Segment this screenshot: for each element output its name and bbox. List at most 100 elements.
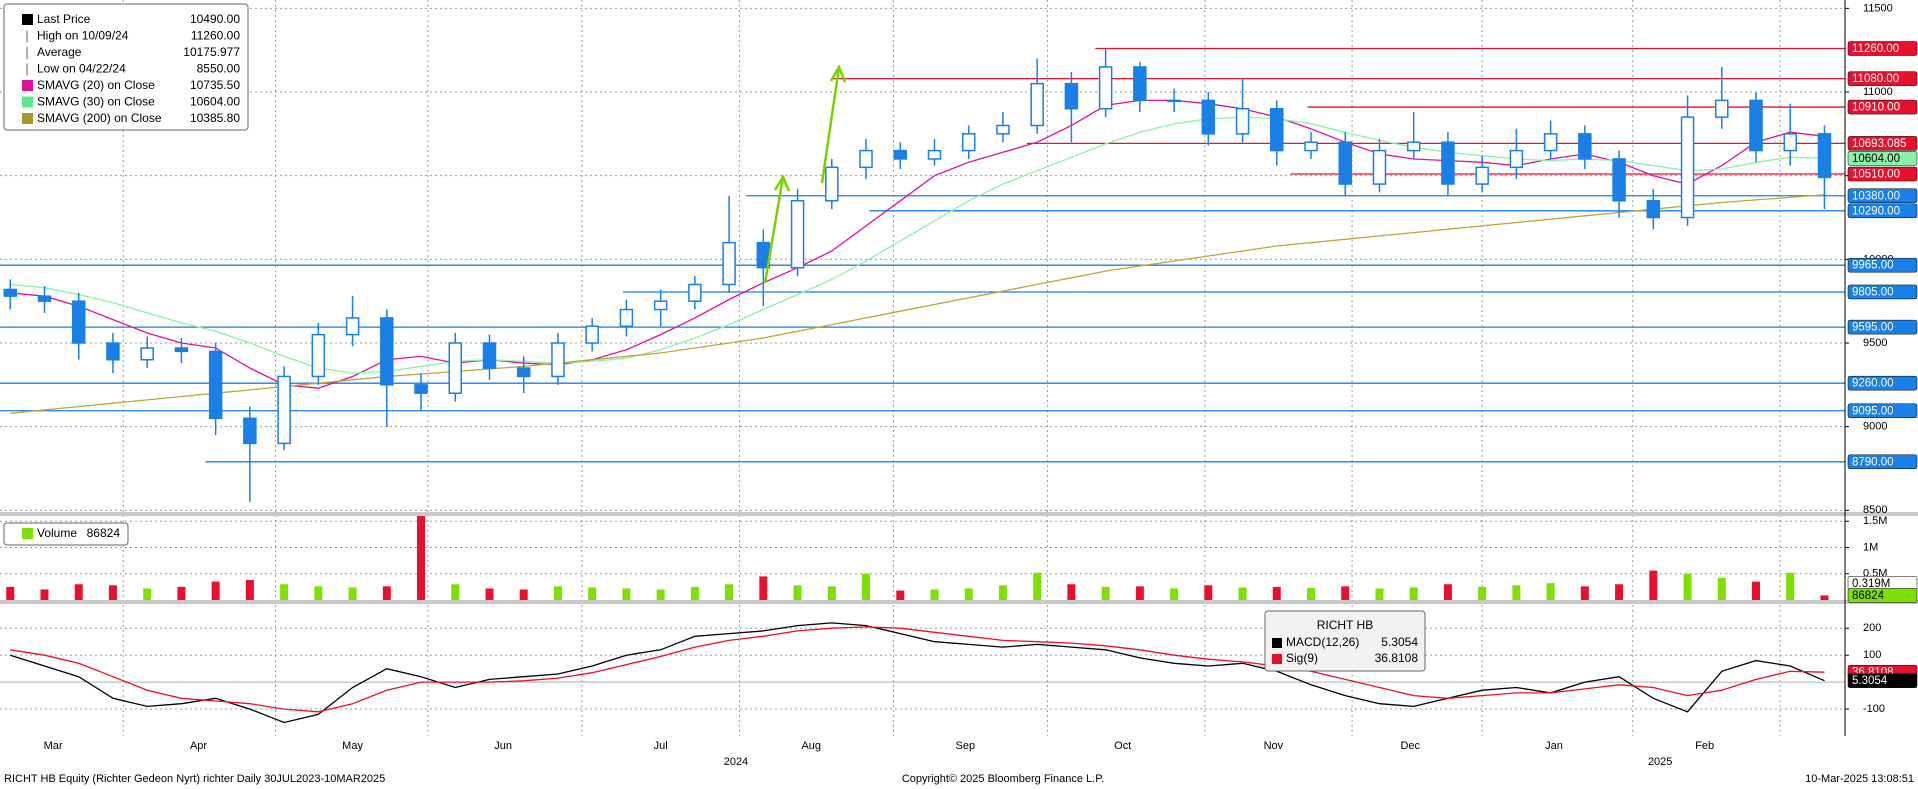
candle-body <box>893 149 908 160</box>
volume-bar <box>896 590 905 600</box>
volume-bar <box>108 585 117 600</box>
candle-body <box>585 325 599 344</box>
volume-bar <box>1615 584 1624 600</box>
legend-box <box>1264 610 1426 672</box>
legend-value: 10175.977 <box>183 45 240 59</box>
candle-body <box>1030 82 1044 127</box>
candle-body <box>380 317 394 386</box>
legend-box <box>3 3 249 131</box>
legend-box <box>3 522 129 546</box>
candle-body <box>927 149 942 160</box>
legend-value: 86824 <box>87 526 121 540</box>
candle-body <box>1167 99 1181 103</box>
level-label-box <box>1847 188 1918 204</box>
candle-body <box>825 166 839 202</box>
volume-bar <box>998 585 1007 600</box>
legend-value: 8550.00 <box>197 62 241 76</box>
level-label: 10910.00 <box>1852 102 1900 114</box>
volume-bar <box>1546 583 1555 600</box>
candle-body <box>1133 66 1147 102</box>
volume-last-label-box <box>1847 588 1918 603</box>
candle-body <box>3 288 18 297</box>
candle-body <box>1270 108 1284 152</box>
volume-bar <box>1307 587 1316 600</box>
candle-body <box>140 347 154 361</box>
volume-bar <box>1272 586 1281 600</box>
x-tick-label: Feb <box>1695 740 1714 752</box>
candle-body <box>1612 158 1626 202</box>
volume-bar <box>759 576 768 600</box>
volume-bar <box>964 588 973 600</box>
level-label-box <box>1847 41 1918 56</box>
x-tick-label: Oct <box>1114 740 1131 752</box>
macd-line <box>10 622 1825 724</box>
volume-bar <box>6 586 15 600</box>
y-tick-label: 9000 <box>1863 421 1887 433</box>
candle-body <box>551 342 565 378</box>
x-tick-label: Jul <box>654 740 668 752</box>
footer-right: 10-Mar-2025 13:08:51 <box>1805 773 1914 785</box>
level-label: 10693.085 <box>1852 138 1906 150</box>
volume-bar <box>553 586 562 600</box>
arrow-head <box>829 64 847 83</box>
volume-legend: Volume 86824 <box>3 522 129 546</box>
volume-bar <box>451 584 460 600</box>
year-label: 2025 <box>1648 756 1672 768</box>
arrow-head <box>773 174 791 192</box>
level-label: 9805.00 <box>1852 287 1894 299</box>
volume-bar <box>348 587 357 600</box>
level-label: 9260.00 <box>1852 378 1894 390</box>
candle-body <box>277 375 291 445</box>
volume-bar <box>622 588 631 600</box>
y-tick-label: 11500 <box>1863 2 1893 14</box>
candle-body <box>1372 149 1387 185</box>
candle-body <box>1441 141 1455 185</box>
candle-body <box>961 133 976 152</box>
volume-bar <box>177 586 186 600</box>
level-label-box <box>1847 284 1918 300</box>
candle-body <box>414 384 428 394</box>
x-tick-label: Apr <box>190 740 207 752</box>
x-tick-label: Sep <box>955 740 975 752</box>
candle-body <box>653 300 668 311</box>
legend-label: Low on 04/22/24 <box>37 62 126 76</box>
legend-value: 10490.00 <box>190 12 240 26</box>
candle-body <box>1578 133 1592 160</box>
volume-bar <box>1067 584 1076 600</box>
volume-bar <box>690 586 699 600</box>
level-label-box <box>1847 99 1918 115</box>
candle-body <box>243 417 257 445</box>
x-tick-label: Jun <box>494 740 512 752</box>
legend-label: High on 10/09/24 <box>37 29 129 43</box>
volume-bar <box>1135 586 1144 600</box>
level-label-box <box>1847 257 1918 273</box>
legend-title: RICHT HB <box>1317 618 1373 632</box>
panel-separator <box>0 600 1918 604</box>
legend-value: 5.3054 <box>1381 635 1418 649</box>
volume-bar <box>827 586 836 600</box>
level-label: 10290.00 <box>1852 205 1900 217</box>
legend-label: Average <box>37 45 82 59</box>
candle-body <box>790 200 805 269</box>
level-label: 10380.00 <box>1852 190 1900 202</box>
volume-bar <box>417 516 426 600</box>
arrow <box>763 176 785 284</box>
volume-bar <box>1752 581 1761 600</box>
grid-layer <box>0 0 1849 736</box>
volume-bar <box>1375 588 1384 600</box>
y-tick-label: -100 <box>1863 703 1885 715</box>
candle-body <box>1064 82 1079 110</box>
y-tick-label: 100 <box>1863 649 1881 661</box>
volume-bar <box>725 584 734 600</box>
volume-bar <box>1101 586 1110 600</box>
legend-value: 10385.80 <box>190 111 240 125</box>
x-tick-label: Mar <box>44 740 63 752</box>
volume-bar <box>1033 572 1042 600</box>
candle-body <box>482 342 497 369</box>
volume-bar <box>1786 572 1795 600</box>
level-label-box <box>1847 71 1918 86</box>
legend-label: Sig(9) <box>1286 651 1318 665</box>
candle-body <box>1749 99 1763 152</box>
volume-bar <box>314 586 323 600</box>
